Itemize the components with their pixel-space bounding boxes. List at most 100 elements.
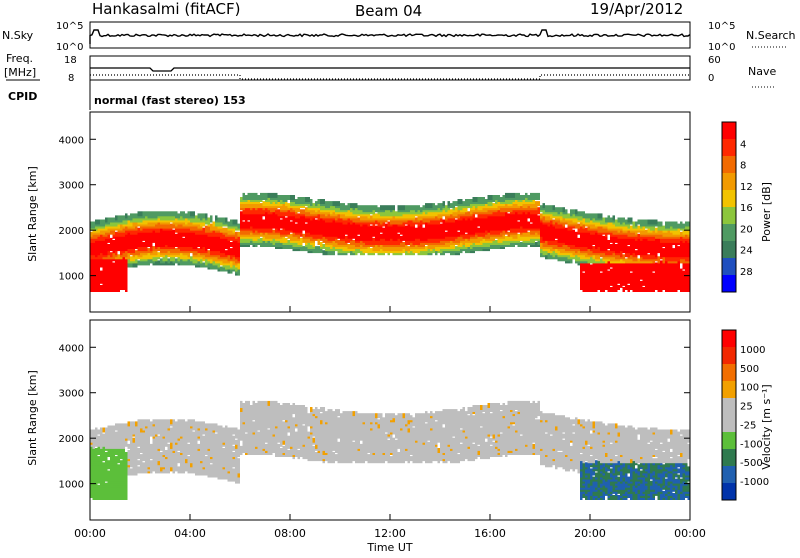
power-cell [265,193,268,198]
power-cell [345,236,348,241]
power-cell [373,238,376,243]
power-cell [475,218,478,223]
power-cell [298,197,301,202]
power-cell [198,213,201,218]
power-cell [613,215,616,220]
power-cell [583,273,586,278]
power-cell [660,260,663,265]
power-cell [633,222,636,227]
power-cell [340,203,343,208]
power-cell [143,211,146,216]
power-cell [525,193,528,198]
power-cell [618,218,621,223]
power-cell [303,209,306,214]
freq-unit: [MHz] [4,66,36,79]
power-cell [255,193,258,198]
power-cell [305,197,308,202]
power-cell [393,205,396,210]
cpid-text: normal (fast stereo) 153 [94,94,246,107]
cpid-label: CPID [8,90,37,103]
power-cell [93,222,96,227]
power-cell [315,201,318,206]
power-cell [135,250,138,255]
power-cell [443,201,446,206]
power-cell [535,242,538,247]
power-cell [260,238,263,243]
power-cell [608,250,611,255]
power-cell [343,203,346,208]
power-cell [513,193,516,198]
power-cell [615,244,618,249]
power-cell [323,250,326,255]
power-cell [650,220,653,225]
power-cell [385,205,388,210]
power-cell [358,236,361,241]
power-cell [465,199,468,204]
power-cell [440,203,443,208]
power-cell [498,195,501,200]
power-cell [458,232,461,237]
power-cell [490,195,493,200]
power-cell [350,203,353,208]
nsearch-label: N.Search [746,29,796,42]
power-cell [595,213,598,218]
power-cell [165,211,168,216]
power-cell [140,211,143,216]
power-cell [113,218,116,223]
power-cell [493,195,496,200]
power-cell [618,285,621,290]
power-cell [170,211,173,216]
power-cell [315,220,318,225]
power-cell [403,242,406,247]
power-cell [435,205,438,210]
power-cell [293,195,296,200]
power-cell [440,224,443,229]
power-cell [210,224,213,229]
power-cell [628,246,631,251]
nsky-tick-bottom: 10^0 [56,42,83,53]
freq-tick-bottom: 8 [68,73,74,84]
power-cell [358,218,361,223]
power-cell [308,197,311,202]
power-cell [303,246,306,251]
power-cell [285,195,288,200]
power-cell [600,273,603,278]
power-cell [598,213,601,218]
power-cell [295,199,298,204]
power-cell [620,218,623,223]
power-cell [120,215,123,220]
power-cell [593,213,596,218]
power-cell [118,254,121,259]
power-cell [535,201,538,206]
power-cell [363,205,366,210]
power-cell [158,252,161,257]
power-cell [648,254,651,259]
power-cell [243,193,246,198]
power-cell [508,213,511,218]
power-cell [463,201,466,206]
power-cell [605,218,608,223]
power-cell [110,252,113,257]
power-cell [115,232,118,237]
power-cell [458,199,461,204]
power-cell [288,240,291,245]
power-cell [168,211,171,216]
power-cell [183,211,186,216]
power-cell [545,205,548,210]
power-cell [468,199,471,204]
power-cell [323,244,326,249]
power-cell [235,232,238,237]
power-cell [318,199,321,204]
power-cell [628,218,631,223]
power-cell [428,203,431,208]
power-cell [418,205,421,210]
power-cell [578,211,581,216]
power-cell [315,246,318,251]
power-cell [260,203,263,208]
nsky-panel: N.Sky 10^5 10^0 10^5 10^0 N.Search [2,21,796,53]
power-cell [430,203,433,208]
power-cell [378,207,381,212]
power-cell [450,203,453,208]
power-cell [160,258,163,263]
freq-panel: Freq. [MHz] 18 8 60 0 Nave [4,52,776,87]
